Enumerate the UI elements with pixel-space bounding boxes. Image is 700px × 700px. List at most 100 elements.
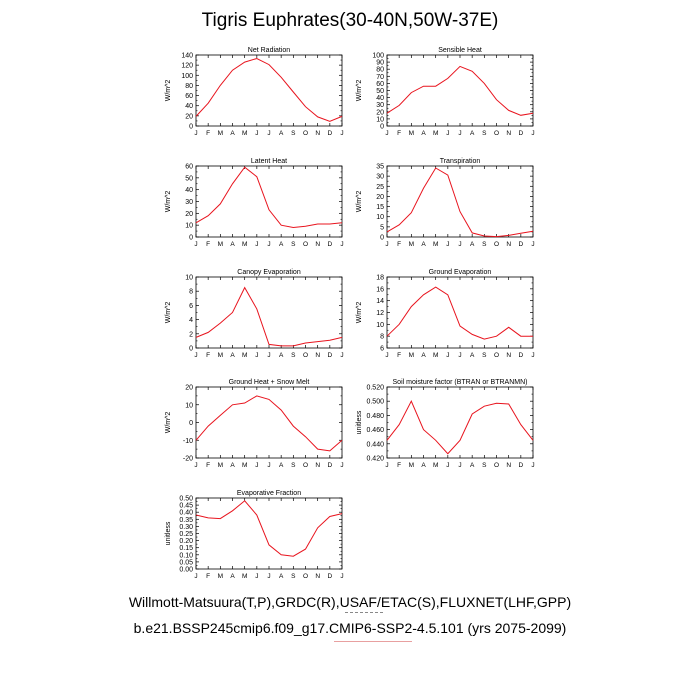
data-point — [508, 327, 509, 328]
x-tick-label: F — [206, 462, 210, 469]
x-tick-label: J — [340, 573, 343, 580]
data-point — [244, 500, 245, 501]
x-tick-label: N — [315, 352, 320, 359]
y-tick-label: 10 — [185, 402, 193, 409]
data-point — [317, 527, 318, 528]
data-point — [472, 334, 473, 335]
panel-title: Ground Evaporation — [429, 269, 492, 276]
x-tick-label: D — [327, 241, 332, 248]
data-point — [195, 514, 196, 515]
data-point — [386, 440, 387, 441]
x-tick-label: J — [531, 130, 534, 137]
data-point — [399, 324, 400, 325]
y-tick-label: 18 — [376, 275, 384, 282]
data-point — [293, 91, 294, 92]
x-tick-label: J — [446, 130, 449, 137]
x-tick-label: N — [315, 462, 320, 469]
x-tick-label: M — [433, 352, 438, 359]
data-point — [399, 224, 400, 225]
main-title: Tigris Euphrates(30-40N,50W-37E) — [201, 10, 499, 31]
data-point — [484, 406, 485, 407]
data-point — [195, 440, 196, 441]
x-tick-label: D — [327, 352, 332, 359]
data-point — [496, 99, 497, 100]
series-line — [195, 500, 343, 557]
plot-frame — [386, 54, 534, 127]
data-point — [386, 231, 387, 232]
y-tick-label: 35 — [376, 164, 384, 171]
x-tick-label: J — [255, 462, 258, 469]
x-tick-label: M — [218, 241, 223, 248]
y-tick-label: 2 — [189, 331, 193, 338]
x-tick-label: M — [433, 241, 438, 248]
x-tick-label: N — [506, 352, 511, 359]
x-tick-label: A — [470, 241, 475, 248]
x-tick-label: O — [303, 130, 308, 137]
data-point — [472, 71, 473, 72]
panel-title: Sensible Heat — [438, 47, 482, 54]
y-tick-label: 10 — [185, 223, 193, 230]
y-tick-label: 0.20 — [179, 538, 193, 545]
data-point — [305, 226, 306, 227]
data-point — [484, 339, 485, 340]
y-tick-label: 0.25 — [179, 531, 193, 538]
panel-title: Transpiration — [440, 158, 481, 165]
y-axis-label: unitless — [356, 410, 363, 434]
y-tick-label: 80 — [376, 67, 384, 74]
x-tick-label: M — [433, 130, 438, 137]
y-tick-label: 0 — [189, 420, 193, 427]
data-point — [244, 62, 245, 63]
data-point — [220, 203, 221, 204]
x-tick-label: A — [279, 241, 284, 248]
x-tick-label: O — [494, 352, 499, 359]
y-axis-label: unitless — [165, 521, 172, 545]
data-point — [305, 436, 306, 437]
x-tick-label: O — [303, 241, 308, 248]
data-point — [341, 513, 342, 514]
footer-datasets: Willmott-Matsuura(T,P),GRDC(R),USAF/ETAC… — [128, 594, 572, 610]
x-tick-label: D — [518, 130, 523, 137]
y-tick-label: 10 — [376, 116, 384, 123]
x-tick-label: D — [327, 130, 332, 137]
data-point — [256, 395, 257, 396]
y-tick-label: 70 — [376, 74, 384, 81]
x-tick-label: M — [409, 352, 414, 359]
x-tick-label: J — [385, 462, 388, 469]
x-tick-label: J — [194, 462, 197, 469]
x-tick-label: J — [267, 241, 270, 248]
data-point — [435, 286, 436, 287]
data-point — [293, 556, 294, 557]
panel-title: Soil moisture factor (BTRAN or BTRANMN) — [393, 379, 528, 386]
y-tick-label: 20 — [185, 113, 193, 120]
x-tick-label: F — [206, 130, 210, 137]
x-tick-label: D — [518, 352, 523, 359]
footer-dash-rule — [345, 612, 383, 613]
data-point — [423, 86, 424, 87]
data-point — [256, 176, 257, 177]
data-point — [399, 424, 400, 425]
y-tick-label: 0.10 — [179, 552, 193, 559]
data-point — [195, 222, 196, 223]
y-tick-label: 0 — [189, 124, 193, 131]
x-tick-label: D — [327, 462, 332, 469]
data-point — [208, 215, 209, 216]
x-tick-label: A — [421, 352, 426, 359]
series-line — [386, 400, 534, 455]
data-point — [496, 236, 497, 237]
y-tick-label: 0.35 — [179, 517, 193, 524]
y-tick-label: 30 — [185, 199, 193, 206]
y-tick-label: 10 — [376, 214, 384, 221]
y-tick-label: 0 — [189, 235, 193, 242]
data-point — [520, 233, 521, 234]
x-tick-label: A — [421, 241, 426, 248]
x-tick-label: A — [279, 573, 284, 580]
x-tick-label: F — [397, 352, 401, 359]
data-point — [329, 223, 330, 224]
data-point — [220, 85, 221, 86]
x-tick-label: A — [421, 130, 426, 137]
data-point — [411, 401, 412, 402]
x-tick-label: J — [531, 462, 534, 469]
y-tick-label: 0.15 — [179, 545, 193, 552]
